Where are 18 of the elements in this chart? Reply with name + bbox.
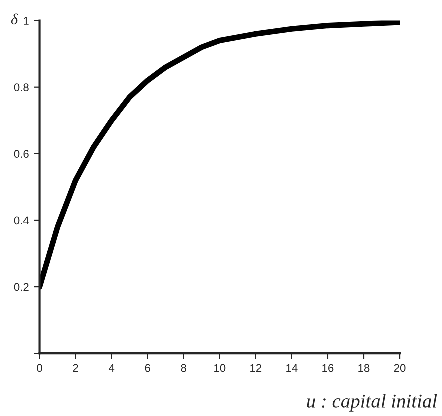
x-tick-label: 12 bbox=[250, 364, 262, 372]
y-tick-label: 1 bbox=[24, 17, 29, 25]
y-tick-label: 0.6 bbox=[14, 150, 29, 158]
x-tick-label: 14 bbox=[286, 364, 298, 372]
x-tick-label: 4 bbox=[108, 364, 115, 372]
x-tick-label: 2 bbox=[73, 364, 78, 372]
x-tick-label: 10 bbox=[214, 364, 226, 372]
x-tick-label: 0 bbox=[37, 364, 42, 372]
x-tick-label: 16 bbox=[322, 364, 334, 372]
x-tick-label: 18 bbox=[358, 364, 370, 372]
y-tick-label: 0.8 bbox=[14, 84, 29, 92]
y-tick-label: 0.2 bbox=[14, 283, 29, 292]
y-tick-label: 0.4 bbox=[14, 216, 30, 225]
x-axis-title: u : capital initial bbox=[307, 394, 438, 412]
x-tick-label: 8 bbox=[181, 364, 186, 372]
x-tick-label: 20 bbox=[394, 364, 406, 372]
y-axis-title: δ bbox=[11, 14, 18, 25]
x-tick-label: 6 bbox=[145, 364, 150, 372]
